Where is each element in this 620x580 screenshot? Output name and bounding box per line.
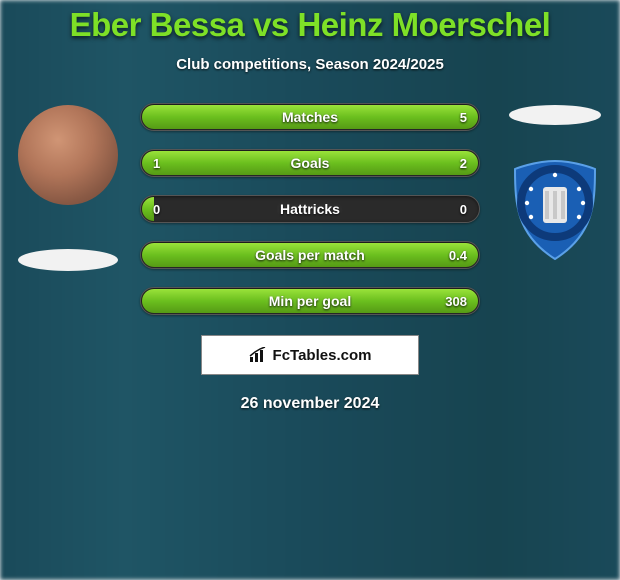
player-right-column: [500, 103, 610, 265]
stat-right-value: 0.4: [441, 248, 467, 263]
stat-right-value: 0: [441, 202, 467, 217]
player-left-column: [8, 103, 128, 271]
comparison-body: Matches 5 1 Goals 2 0 Hattricks 0 Goals …: [0, 103, 620, 315]
player-left-avatar: [18, 105, 118, 205]
stat-row-goals: 1 Goals 2: [140, 149, 480, 177]
page-title: Eber Bessa vs Heinz Moerschel: [0, 6, 620, 44]
player-right-club-placeholder: [509, 105, 601, 125]
page-subtitle: Club competitions, Season 2024/2025: [0, 56, 620, 73]
stat-right-value: 308: [441, 294, 467, 309]
stat-label: Goals: [141, 155, 479, 171]
stat-row-goals-per-match: Goals per match 0.4: [140, 241, 480, 269]
stat-label: Matches: [141, 109, 479, 125]
watermark-text: FcTables.com: [273, 347, 372, 364]
bar-chart-icon: [249, 347, 269, 363]
stat-row-matches: Matches 5: [140, 103, 480, 131]
watermark-box: FcTables.com: [201, 335, 419, 375]
stat-label: Min per goal: [141, 293, 479, 309]
stat-row-hattricks: 0 Hattricks 0: [140, 195, 480, 223]
player-left-club-logo: [18, 249, 118, 271]
player-right-club-crest: [505, 155, 605, 265]
stat-right-value: 2: [441, 156, 467, 171]
stat-right-value: 5: [441, 110, 467, 125]
comparison-infographic: Eber Bessa vs Heinz Moerschel Club compe…: [0, 0, 620, 580]
stat-label: Hattricks: [141, 201, 479, 217]
stat-row-min-per-goal: Min per goal 308: [140, 287, 480, 315]
infographic-date: 26 november 2024: [0, 395, 620, 413]
stat-label: Goals per match: [141, 247, 479, 263]
stat-bars: Matches 5 1 Goals 2 0 Hattricks 0 Goals …: [140, 103, 480, 315]
